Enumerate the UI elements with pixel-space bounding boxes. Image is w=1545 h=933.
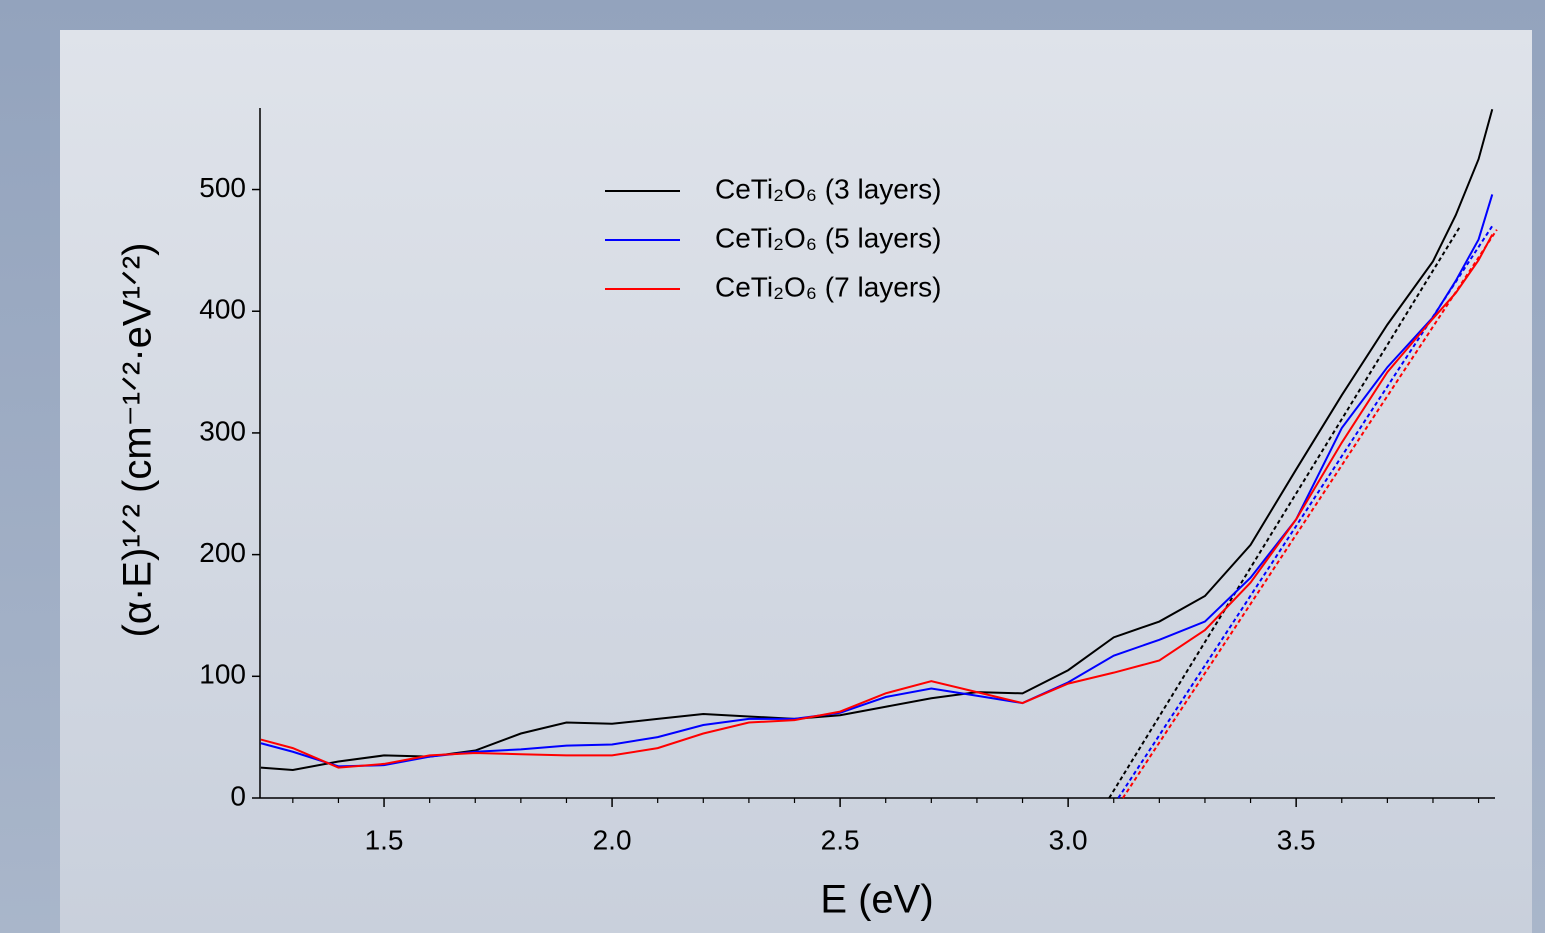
y-tick-label: 0 xyxy=(230,780,246,811)
y-axis-label: (α·E)¹ᐟ² (cm⁻¹ᐟ²·eV¹ᐟ²) xyxy=(116,243,160,638)
y-tick-label: 500 xyxy=(199,172,246,203)
legend-label: CeTi₂O₆ (3 layers) xyxy=(715,173,942,204)
x-tick-label: 3.5 xyxy=(1277,824,1316,855)
y-tick-label: 200 xyxy=(199,537,246,568)
legend-label: CeTi₂O₆ (5 layers) xyxy=(715,222,942,253)
series-line xyxy=(260,234,1494,769)
series-line xyxy=(260,108,1494,772)
y-tick-label: 100 xyxy=(199,659,246,690)
x-tick-label: 2.0 xyxy=(593,824,632,855)
x-tick-label: 2.5 xyxy=(821,824,860,855)
y-tick-label: 400 xyxy=(199,294,246,325)
tangent-line xyxy=(1108,225,1462,799)
x-tick-label: 3.0 xyxy=(1049,824,1088,855)
y-tick-label: 300 xyxy=(199,415,246,446)
x-axis-label: E (eV) xyxy=(820,878,933,922)
tangent-line xyxy=(1122,229,1498,799)
x-tick-label: 1.5 xyxy=(365,824,404,855)
legend-label: CeTi₂O₆ (7 layers) xyxy=(715,271,942,302)
plot-panel xyxy=(60,30,1532,933)
